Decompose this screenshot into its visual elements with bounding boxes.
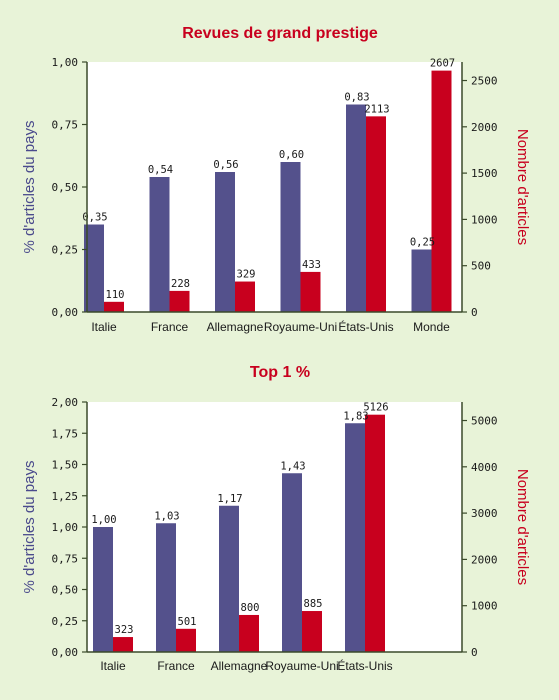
data-label-count-5: 2607 — [430, 58, 455, 70]
chart-high-prestige-journals: Revues de grand prestige 0,35 110 Italie 0,… — [21, 25, 531, 334]
right-axis-label: Nombre d'articles — [514, 129, 531, 245]
data-label-count-2: 800 — [241, 602, 260, 614]
chart-title: Revues de grand prestige — [182, 25, 378, 42]
bar-pct-3 — [280, 162, 301, 312]
left-tick-label-3: 0,75 — [52, 119, 79, 132]
bar-count-0 — [113, 637, 133, 652]
data-label-count-4: 2113 — [364, 103, 389, 115]
right-axis-label: Nombre d'articles — [514, 469, 531, 585]
bar-count-0 — [104, 301, 124, 312]
right-tick-label-3: 3000 — [471, 507, 498, 520]
category-label-3: Royaume-Uni — [265, 659, 338, 673]
right-tick-label-0: 0 — [471, 646, 478, 659]
category-label-4: États-Unis — [338, 319, 393, 334]
bar-count-3 — [300, 271, 321, 312]
data-label-pct-2: 0,56 — [213, 159, 238, 171]
category-label-1: France — [157, 659, 195, 673]
bar-count-4 — [366, 116, 386, 312]
data-label-count-0: 110 — [106, 289, 125, 301]
left-tick-label-4: 1,00 — [52, 56, 79, 69]
data-label-pct-1: 1,03 — [154, 510, 179, 522]
left-tick-label-0: 0,00 — [52, 306, 79, 319]
data-label-count-4: 5126 — [363, 402, 388, 414]
category-label-0: Italie — [91, 320, 117, 334]
bar-pct-0 — [93, 527, 113, 652]
category-label-1: France — [151, 320, 189, 334]
bar-count-3 — [302, 611, 322, 652]
left-tick-label-3: 0,75 — [52, 552, 79, 565]
bar-pct-1 — [156, 523, 176, 652]
category-label-5: Monde — [413, 320, 450, 334]
left-tick-label-0: 0,00 — [52, 646, 79, 659]
bar-pct-0 — [84, 224, 104, 312]
data-label-pct-0: 0,35 — [82, 212, 107, 224]
right-tick-label-1: 1000 — [471, 600, 498, 613]
right-tick-label-2: 1000 — [471, 213, 498, 226]
bar-pct-4 — [346, 104, 366, 312]
left-axis-label: % d'articles du pays — [21, 121, 38, 254]
bar-count-1 — [176, 628, 196, 652]
bar-count-1 — [169, 290, 190, 312]
data-label-pct-4: 1,83 — [343, 410, 368, 422]
chart-top-1-percent: Top 1 % 1,00 323 Italie 1,03 501 France 1,17 80… — [21, 364, 531, 673]
left-tick-label-7: 1,75 — [52, 427, 79, 440]
left-axis-label: % d'articles du pays — [21, 461, 38, 594]
left-tick-label-6: 1,50 — [52, 459, 79, 472]
left-tick-label-4: 1,00 — [52, 521, 79, 534]
bar-pct-3 — [282, 473, 302, 652]
data-label-pct-4: 0,83 — [344, 92, 369, 104]
data-label-pct-3: 1,43 — [280, 460, 305, 472]
left-tick-label-2: 0,50 — [52, 181, 79, 194]
right-tick-label-4: 2000 — [471, 121, 498, 134]
data-label-count-2: 329 — [237, 269, 256, 281]
data-label-pct-3: 0,60 — [279, 149, 304, 161]
bar-count-2 — [235, 281, 255, 312]
chart-title: Top 1 % — [250, 364, 310, 381]
left-tick-label-2: 0,50 — [52, 584, 79, 597]
left-tick-label-1: 0,25 — [52, 244, 79, 257]
data-label-count-1: 501 — [178, 616, 197, 628]
plot-area — [87, 402, 462, 652]
bar-pct-5 — [411, 249, 432, 312]
right-tick-label-1: 500 — [471, 260, 491, 273]
data-label-count-1: 228 — [171, 278, 190, 290]
bar-pct-2 — [219, 505, 239, 652]
data-label-count-3: 885 — [304, 598, 323, 610]
data-label-count-0: 323 — [115, 624, 134, 636]
right-tick-label-5: 5000 — [471, 415, 498, 428]
category-label-4: États-Unis — [337, 658, 392, 673]
data-label-pct-0: 1,00 — [91, 514, 116, 526]
left-tick-label-5: 1,25 — [52, 490, 79, 503]
data-label-pct-5: 0,25 — [410, 237, 435, 249]
right-tick-label-4: 4000 — [471, 461, 498, 474]
left-tick-label-8: 2,00 — [52, 396, 79, 409]
left-tick-label-1: 0,25 — [52, 615, 79, 628]
right-tick-label-3: 1500 — [471, 167, 498, 180]
bar-pct-2 — [215, 172, 235, 312]
right-tick-label-0: 0 — [471, 306, 478, 319]
category-label-2: Allemagne — [211, 659, 268, 673]
category-label-0: Italie — [100, 659, 126, 673]
bar-count-5 — [431, 70, 452, 312]
bar-pct-4 — [345, 423, 365, 652]
plot-area — [87, 62, 462, 312]
bar-count-4 — [365, 414, 385, 652]
bar-pct-1 — [149, 177, 170, 312]
bar-count-2 — [239, 614, 259, 652]
category-label-3: Royaume-Uni — [264, 320, 337, 334]
right-tick-label-5: 2500 — [471, 75, 498, 88]
right-tick-label-2: 2000 — [471, 553, 498, 566]
data-label-count-3: 433 — [302, 259, 321, 271]
data-label-pct-2: 1,17 — [217, 493, 242, 505]
category-label-2: Allemagne — [207, 320, 264, 334]
data-label-pct-1: 0,54 — [148, 164, 173, 176]
